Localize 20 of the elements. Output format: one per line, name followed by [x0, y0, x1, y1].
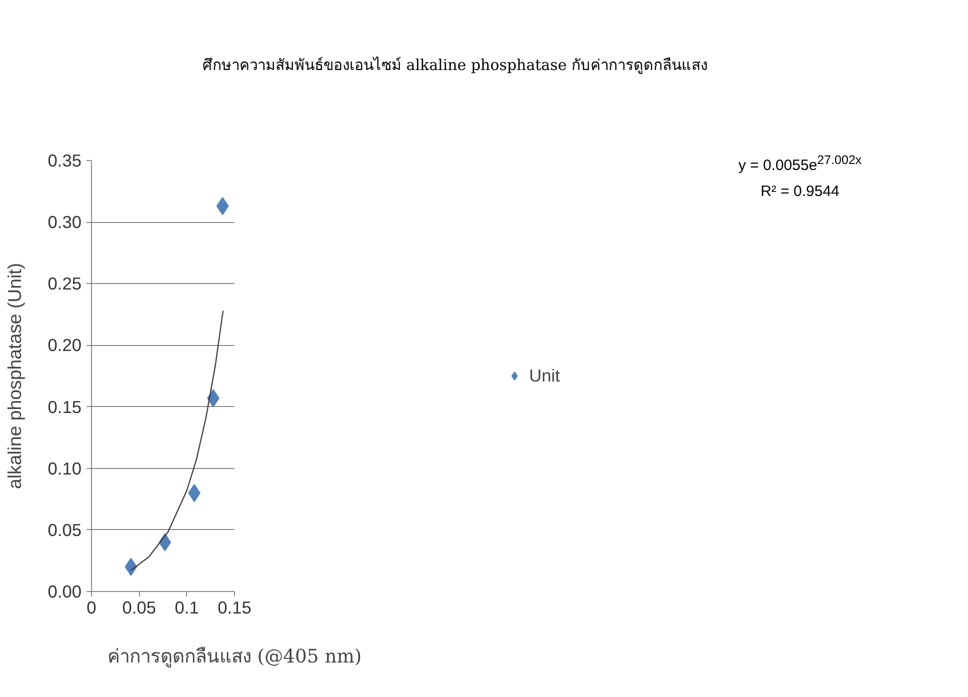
legend-label: Unit — [529, 365, 560, 386]
y-tick-label: 0.20 — [48, 335, 82, 356]
x-tick-label: 0.1 — [174, 598, 199, 618]
x-tick-label: 0 — [86, 598, 96, 618]
y-tick-label: 0.30 — [48, 212, 82, 232]
x-tick-label: 0.05 — [122, 598, 156, 618]
y-tick-label: 0.10 — [48, 458, 82, 478]
text: R² = 0.9544 — [760, 182, 840, 200]
y-axis-title: alkaline phosphatase (Unit) — [4, 262, 25, 490]
x-tick-label: 0.15 — [218, 598, 252, 618]
x-axis-title: ค่าการดูดกลืนแสง (@405 nm) — [107, 646, 362, 668]
y-tick-label: 0.35 — [48, 150, 82, 170]
y-tick-label: 0.25 — [48, 274, 82, 294]
text: ศึกษาความสัมพันธ์ของเอนไซม์ alkaline phosphatase กับค่าการดูดกลืนแสง — [202, 55, 708, 76]
point — [216, 197, 229, 216]
point — [124, 558, 138, 576]
y-tick-label: 0.05 — [48, 520, 82, 540]
text: y = 0.0055e$^{27.002x}$ — [738, 153, 862, 174]
y-tick-label: 0.00 — [48, 582, 82, 602]
y-tick-label: 0.15 — [48, 396, 82, 417]
